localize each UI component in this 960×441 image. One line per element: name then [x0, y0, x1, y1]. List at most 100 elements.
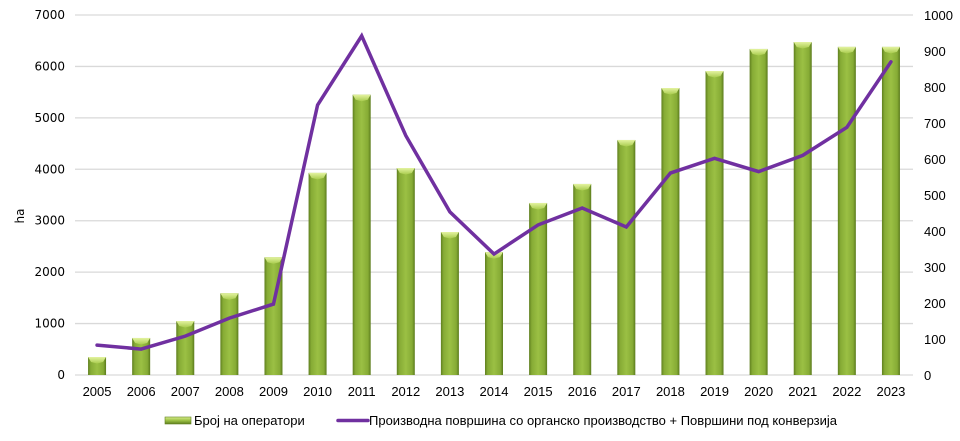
line-series	[95, 32, 893, 351]
right-tick-label: 0	[924, 368, 931, 383]
right-tick-label: 700	[924, 116, 946, 131]
legend-bar-swatch	[164, 416, 192, 425]
x-tick-label: 2020	[744, 384, 773, 399]
left-tick-label: 2000	[34, 265, 65, 279]
bar-bevel	[264, 257, 283, 264]
x-tick-label: 2010	[303, 384, 332, 399]
bar	[220, 293, 239, 375]
left-tick-label: 3000	[34, 214, 65, 228]
right-tick-label: 600	[924, 152, 946, 167]
bar-body	[881, 46, 900, 376]
bar-body	[176, 321, 195, 375]
left-tick-label: 7000	[34, 8, 65, 22]
x-tick-label: 2021	[788, 384, 817, 399]
bar-body	[617, 139, 636, 375]
bar	[529, 202, 548, 375]
right-tick-label: 100	[924, 332, 946, 347]
bar-body	[573, 183, 592, 375]
x-tick-label: 2007	[171, 384, 200, 399]
legend-item-line: Производна површина со органско производ…	[336, 413, 838, 428]
x-tick-label: 2019	[700, 384, 729, 399]
bar-body	[440, 232, 459, 375]
bar-bevel	[132, 337, 151, 345]
y-axis-title: ha	[13, 209, 27, 224]
bar-body	[308, 172, 327, 375]
bar-bevel	[308, 172, 327, 180]
x-tick-label: 2013	[435, 384, 464, 399]
bar-body	[220, 293, 239, 375]
x-axis-ticks: 2005 2006 2007 2008 2009 2010 2011 2012 2013 2014…	[83, 384, 906, 399]
bar	[485, 252, 503, 375]
x-tick-label: 2012	[391, 384, 420, 399]
bar	[88, 357, 107, 375]
bar-body	[837, 46, 856, 376]
bar-bevel	[529, 202, 548, 210]
bar-body	[749, 48, 768, 375]
bar-bevel	[440, 232, 459, 239]
bar	[661, 88, 680, 376]
x-tick-label: 2009	[259, 384, 288, 399]
bar	[793, 42, 812, 375]
legend-item-bars: Број на оператори	[164, 413, 305, 428]
x-tick-label: 2023	[876, 384, 905, 399]
bar-series	[88, 42, 900, 376]
bar-body	[396, 168, 415, 375]
bar	[132, 337, 151, 375]
x-tick-label: 2016	[568, 384, 597, 399]
bar-bevel	[176, 321, 195, 328]
bar-bevel	[793, 42, 812, 49]
bar	[440, 232, 459, 375]
left-tick-label: 6000	[34, 59, 65, 73]
right-tick-label: 800	[924, 80, 946, 95]
bar-body	[352, 94, 371, 375]
bar-bevel	[749, 48, 768, 56]
x-tick-label: 2006	[127, 384, 156, 399]
bar-bevel	[837, 46, 856, 54]
bar-body	[485, 252, 503, 375]
bar	[396, 168, 415, 375]
bar-body	[793, 42, 812, 375]
bar-body	[661, 88, 680, 376]
bar	[308, 172, 327, 375]
bar-bevel	[396, 168, 415, 175]
bar-bevel	[661, 88, 680, 95]
left-tick-label: 5000	[34, 111, 65, 125]
bar	[617, 139, 636, 375]
bar-body	[705, 71, 724, 376]
bar	[176, 321, 195, 375]
x-tick-label: 2005	[83, 384, 112, 399]
x-tick-label: 2017	[612, 384, 641, 399]
bar	[881, 46, 900, 376]
right-tick-label: 500	[924, 188, 946, 203]
right-tick-label: 900	[924, 44, 946, 59]
bar	[837, 46, 856, 376]
legend: Број на оператори Производна површина со…	[164, 413, 838, 428]
right-axis-ticks: 0 100 200 300 400 500 600 700 800 900 1000	[924, 8, 953, 383]
bar-bevel	[881, 46, 900, 54]
left-tick-label: 4000	[34, 162, 65, 176]
x-tick-label: 2008	[215, 384, 244, 399]
bar-body	[529, 202, 548, 375]
bar	[749, 48, 768, 375]
bar	[705, 71, 724, 376]
left-axis-ticks: 0 1000 2000 3000 4000 5000 6000 7000	[34, 8, 65, 382]
bar	[352, 94, 371, 375]
x-tick-label: 2022	[832, 384, 861, 399]
legend-label-line: Производна површина со органско производ…	[369, 413, 838, 428]
right-tick-label: 1000	[924, 8, 953, 23]
bar-bevel	[220, 293, 239, 300]
right-tick-label: 300	[924, 260, 946, 275]
bar-bevel	[573, 183, 592, 191]
bar-bevel	[88, 357, 107, 364]
left-tick-label: 1000	[34, 317, 65, 331]
x-tick-label: 2011	[348, 384, 376, 399]
bar	[573, 183, 592, 375]
bar-bevel	[705, 71, 724, 78]
x-tick-label: 2015	[524, 384, 553, 399]
left-tick-label: 0	[57, 368, 65, 382]
x-tick-label: 2018	[656, 384, 685, 399]
bar-bevel	[617, 139, 636, 147]
x-tick-label: 2014	[480, 384, 509, 399]
right-tick-label: 400	[924, 224, 946, 239]
